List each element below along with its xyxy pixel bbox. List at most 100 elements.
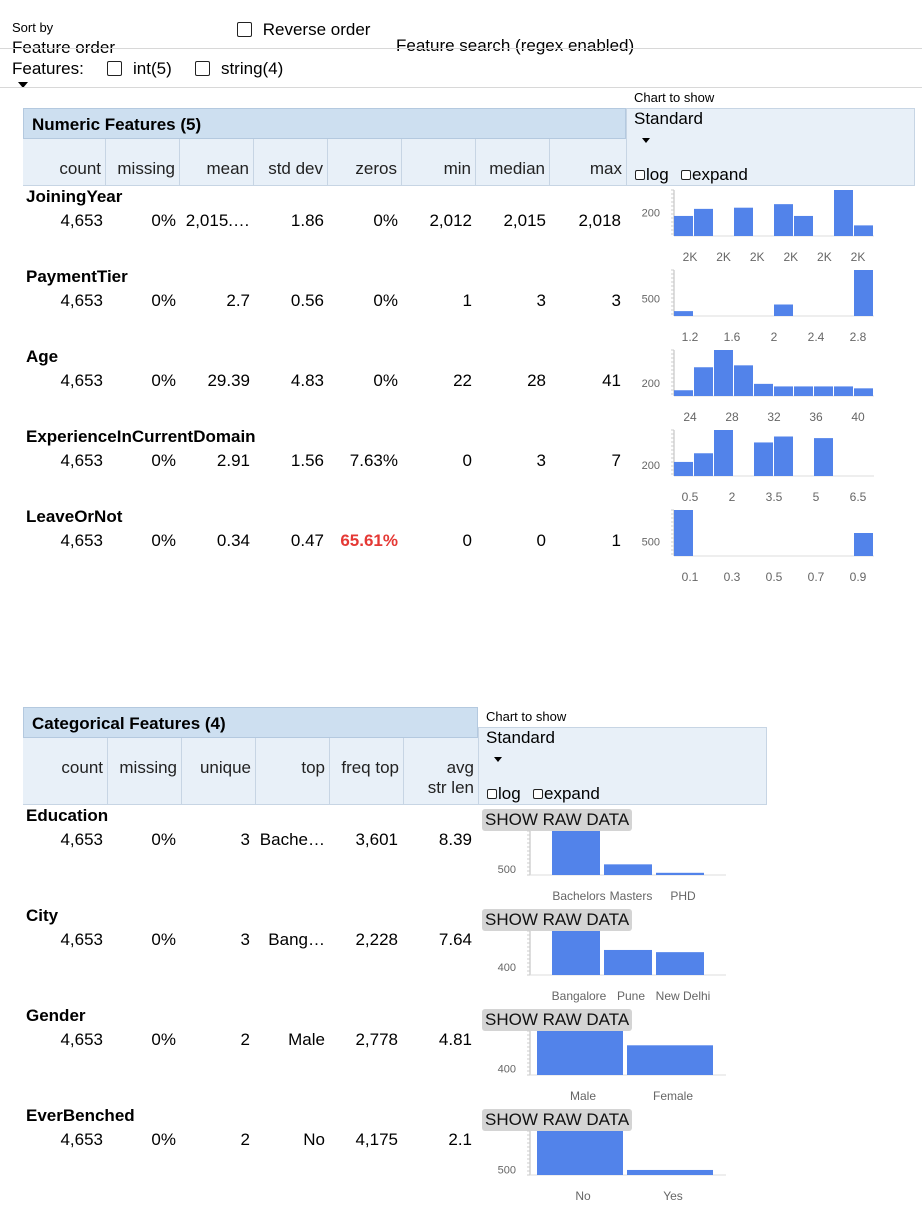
cell-missing: 0%	[151, 451, 176, 470]
feature-search-label: Feature search (regex enabled)	[396, 36, 635, 55]
x-tick-label: Bachelors	[552, 889, 605, 903]
show-raw-data-button[interactable]: SHOW RAW DATA	[482, 809, 633, 831]
chevron-down-icon	[642, 138, 650, 143]
x-tick-label: 2.8	[850, 330, 867, 342]
numeric-header-row: count missing mean std dev zeros min med…	[23, 139, 626, 186]
histogram-chart: 500 1.2 1.6 2 2.4 2.8	[642, 269, 874, 342]
cell-top: Bache…	[259, 830, 325, 849]
histogram-bar	[734, 365, 753, 396]
cell-max: 7	[611, 451, 621, 470]
x-tick-label: 0.9	[850, 570, 867, 582]
cell-std-dev: 0.56	[290, 291, 324, 310]
histogram-bar	[694, 208, 713, 236]
histogram-bar	[774, 436, 793, 476]
show-raw-data-button[interactable]: SHOW RAW DATA	[482, 1109, 633, 1131]
cell-missing: 0%	[151, 291, 176, 310]
cell-median: 2,015	[503, 211, 546, 230]
cell-missing: 0%	[151, 1030, 176, 1049]
cell-missing: 0%	[151, 930, 176, 949]
category-bar-chart: 500 No Yes	[498, 1130, 726, 1203]
category-bar	[627, 1169, 713, 1175]
expand-checkbox[interactable]	[533, 789, 543, 799]
feature-name: Education	[26, 806, 109, 825]
cell-missing: 0%	[151, 211, 176, 230]
feature-search-input[interactable]: Feature search (regex enabled)	[396, 36, 634, 56]
y-tick-label: 500	[642, 294, 660, 306]
x-tick-label: 0.3	[724, 570, 741, 582]
sort-dropdown-caret-icon[interactable]	[18, 82, 28, 88]
chart-to-show-select[interactable]: Standard	[634, 109, 754, 149]
x-tick-label: Male	[570, 1089, 596, 1103]
reverse-order-toggle[interactable]: Reverse order	[237, 20, 370, 40]
feature-name: JoiningYear	[26, 187, 123, 206]
x-tick-label: 5	[813, 490, 820, 502]
x-tick-label: 0.7	[808, 570, 825, 582]
expand-toggle[interactable]: expand	[533, 784, 600, 804]
histogram-bar	[854, 533, 873, 556]
category-bar	[656, 872, 704, 875]
col-missing: missing	[106, 139, 180, 185]
histogram-bar	[774, 304, 793, 316]
category-bar	[552, 931, 600, 975]
x-tick-label: 2K	[783, 250, 798, 262]
histogram-bar	[774, 386, 793, 396]
histogram-bar	[854, 270, 873, 316]
col-std-dev: std dev	[254, 139, 328, 185]
x-tick-label: 2K	[716, 250, 731, 262]
cell-count: 4,653	[60, 1030, 103, 1049]
string-filter-checkbox[interactable]	[195, 61, 211, 76]
feature-name: Gender	[26, 1006, 86, 1025]
feature-name: Age	[26, 347, 59, 366]
cell-missing: 0%	[151, 830, 176, 849]
cell-std-dev: 4.83	[290, 371, 324, 390]
expand-checkbox[interactable]	[681, 170, 691, 180]
histogram-bar	[754, 442, 773, 476]
histogram-bar	[674, 390, 693, 396]
int-filter-checkbox[interactable]	[107, 61, 123, 76]
expand-label: expand	[544, 784, 600, 803]
log-label: log	[498, 784, 521, 803]
sort-by-select[interactable]: Feature order	[12, 38, 132, 60]
histogram-bar	[774, 204, 793, 236]
y-tick-label: 200	[642, 207, 660, 219]
histogram-bar	[694, 367, 713, 396]
x-tick-label: 0.5	[766, 570, 783, 582]
log-toggle[interactable]: log	[487, 784, 521, 804]
cell-std-dev: 1.86	[290, 211, 324, 230]
cell-min: 2,012	[429, 211, 472, 230]
x-tick-label: PHD	[670, 889, 696, 903]
category-bar	[656, 952, 704, 975]
histogram-bar	[754, 383, 773, 396]
col-top: top	[256, 738, 330, 804]
x-tick-label: 2K	[683, 250, 698, 262]
reverse-order-label: Reverse order	[262, 20, 371, 39]
cell-median: 3	[536, 291, 546, 310]
expand-toggle[interactable]: expand	[681, 165, 748, 185]
cell-mean: 0.34	[216, 531, 250, 550]
cell-median: 28	[527, 371, 546, 390]
cell-max: 3	[611, 291, 621, 310]
cell-top: Male	[288, 1030, 325, 1049]
log-checkbox[interactable]	[487, 789, 497, 799]
show-raw-data-button[interactable]: SHOW RAW DATA	[482, 909, 633, 931]
col-missing: missing	[108, 738, 182, 804]
cell-freq-top: 2,778	[355, 1030, 398, 1049]
x-tick-label: Female	[653, 1089, 693, 1103]
log-toggle[interactable]: log	[635, 165, 669, 185]
histogram-bar	[854, 225, 873, 236]
divider	[0, 48, 922, 49]
numeric-chart-controls: Standard log expand	[626, 108, 915, 186]
chart-to-show-label: Chart to show	[486, 709, 567, 724]
col-zeros: zeros	[328, 139, 402, 185]
log-checkbox[interactable]	[635, 170, 645, 180]
col-count: count	[23, 139, 106, 185]
y-tick-label: 500	[498, 864, 516, 876]
show-raw-data-button[interactable]: SHOW RAW DATA	[482, 1009, 633, 1031]
x-tick-label: 40	[851, 410, 865, 422]
cell-unique: 3	[240, 930, 250, 949]
x-tick-label: New Delhi	[656, 989, 711, 1003]
y-tick-label: 200	[642, 378, 660, 390]
chart-to-show-select[interactable]: Standard	[486, 728, 606, 768]
reverse-order-checkbox[interactable]	[237, 22, 252, 37]
histogram-bar	[674, 461, 693, 476]
